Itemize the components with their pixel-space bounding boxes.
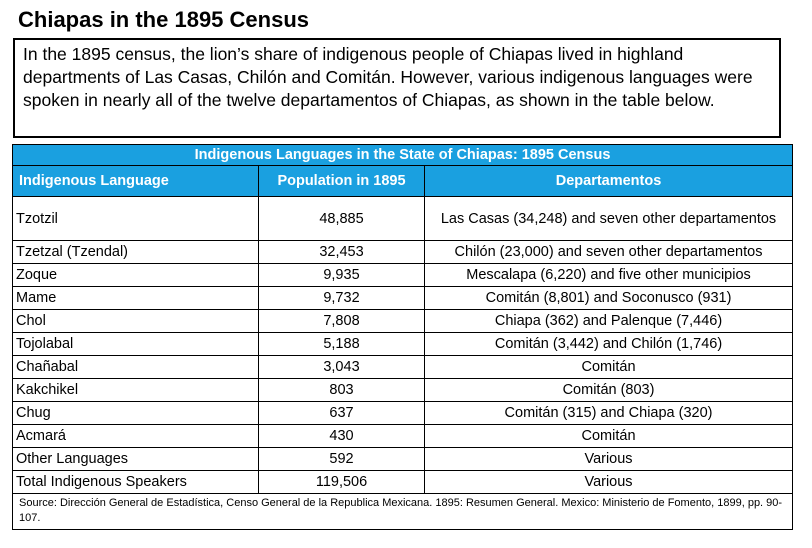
population-cell: 637: [258, 401, 425, 425]
population-cell: 592: [258, 447, 425, 471]
departamentos-cell: Various: [423, 470, 794, 494]
language-cell: Mame: [12, 286, 259, 310]
departamentos-cell: Comitán (3,442) and Chilón (1,746): [423, 332, 794, 356]
population-cell: 9,935: [258, 263, 425, 287]
departamentos-cell: Comitán (315) and Chiapa (320): [423, 401, 794, 425]
population-cell: 119,506: [258, 470, 425, 494]
departamentos-cell: Comitán (803): [423, 378, 794, 402]
intro-text-box: In the 1895 census, the lion’s share of …: [13, 38, 781, 138]
table-row: Chañabal 3,043 Comitán: [12, 355, 794, 379]
table-row: Chol 7,808 Chiapa (362) and Palenque (7,…: [12, 309, 794, 333]
language-cell: Chol: [12, 309, 259, 333]
table-row: Mame 9,732 Comitán (8,801) and Soconusco…: [12, 286, 794, 310]
column-header-departamentos: Departamentos: [423, 165, 794, 197]
departamentos-cell: Chilón (23,000) and seven other departam…: [423, 240, 794, 264]
table-row: Chug 637 Comitán (315) and Chiapa (320): [12, 401, 794, 425]
table-body: Tzotzil 48,885 Las Casas (34,248) and se…: [12, 196, 794, 494]
language-cell: Kakchikel: [12, 378, 259, 402]
population-cell: 7,808: [258, 309, 425, 333]
population-cell: 3,043: [258, 355, 425, 379]
population-cell: 430: [258, 424, 425, 448]
language-cell: Acmará: [12, 424, 259, 448]
departamentos-cell: Various: [423, 447, 794, 471]
population-cell: 5,188: [258, 332, 425, 356]
language-cell: Tojolabal: [12, 332, 259, 356]
table-row: Kakchikel 803 Comitán (803): [12, 378, 794, 402]
table-row: Other Languages 592 Various: [12, 447, 794, 471]
table-row: Acmará 430 Comitán: [12, 424, 794, 448]
column-header-language: Indigenous Language: [12, 165, 259, 197]
departamentos-cell: Comitán: [423, 424, 794, 448]
column-header-population: Population in 1895: [258, 165, 425, 197]
page-title: Chiapas in the 1895 Census: [18, 7, 309, 32]
table-row: Zoque 9,935 Mescalapa (6,220) and five o…: [12, 263, 794, 287]
population-cell: 9,732: [258, 286, 425, 310]
languages-table: Indigenous Languages in the State of Chi…: [11, 144, 794, 530]
table-row: Tojolabal 5,188 Comitán (3,442) and Chil…: [12, 332, 794, 356]
departamentos-cell: Comitán (8,801) and Soconusco (931): [423, 286, 794, 310]
language-cell: Chañabal: [12, 355, 259, 379]
language-cell: Tzetzal (Tzendal): [12, 240, 259, 264]
language-cell: Chug: [12, 401, 259, 425]
departamentos-cell: Chiapa (362) and Palenque (7,446): [423, 309, 794, 333]
language-cell: Tzotzil: [12, 196, 259, 241]
population-cell: 48,885: [258, 196, 425, 241]
departamentos-cell: Mescalapa (6,220) and five other municip…: [423, 263, 794, 287]
departamentos-cell: Las Casas (34,248) and seven other depar…: [423, 196, 794, 241]
language-cell: Total Indigenous Speakers: [12, 470, 259, 494]
table-caption: Indigenous Languages in the State of Chi…: [11, 144, 794, 166]
population-cell: 803: [258, 378, 425, 402]
departamentos-cell: Comitán: [423, 355, 794, 379]
source-note: Source: Dirección General de Estadística…: [11, 493, 794, 530]
table-row-total: Total Indigenous Speakers 119,506 Variou…: [12, 470, 794, 494]
population-cell: 32,453: [258, 240, 425, 264]
language-cell: Other Languages: [12, 447, 259, 471]
table-row: Tzotzil 48,885 Las Casas (34,248) and se…: [12, 196, 794, 241]
table-row: Tzetzal (Tzendal) 32,453 Chilón (23,000)…: [12, 240, 794, 264]
language-cell: Zoque: [12, 263, 259, 287]
